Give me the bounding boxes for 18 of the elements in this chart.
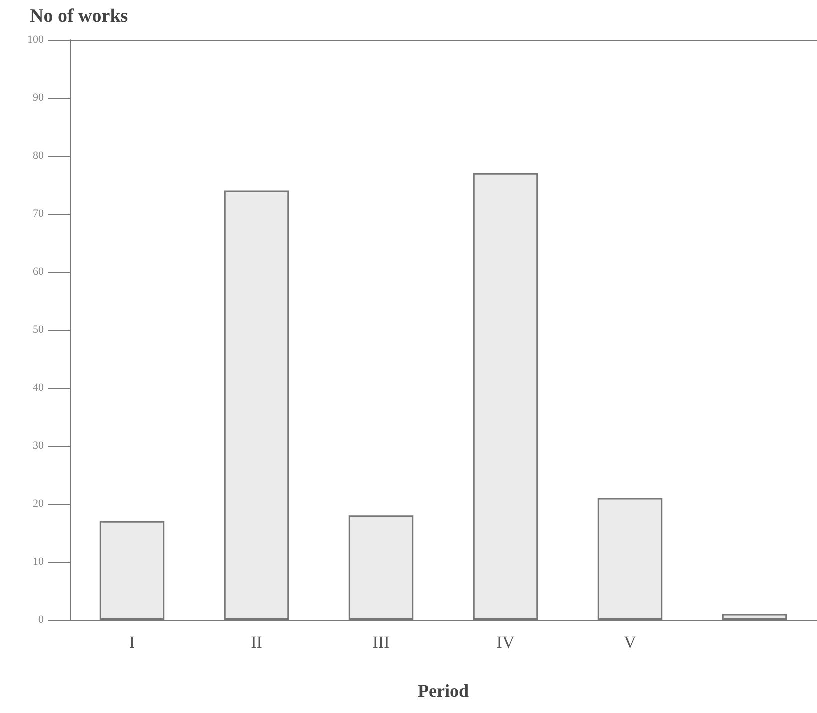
y-tick-label: 20: [33, 498, 44, 510]
y-tick-label: 30: [33, 440, 44, 452]
x-tick-label: II: [251, 633, 263, 652]
x-axis-title: Period: [418, 681, 469, 701]
y-tick-label: 50: [33, 324, 44, 336]
y-tick-label: 90: [33, 92, 44, 104]
x-tick-label: I: [129, 633, 136, 652]
x-tick-label: V: [624, 633, 638, 652]
x-tick-label: IV: [496, 633, 516, 652]
y-tick-label: 10: [33, 556, 44, 568]
y-axis-title: No of works: [30, 6, 128, 27]
y-tick-label: 0: [38, 614, 44, 626]
y-tick-label: 60: [33, 266, 44, 278]
y-tick-label: 70: [33, 208, 44, 220]
y-tick-label: 100: [28, 34, 44, 46]
y-tick-label: 40: [33, 382, 44, 394]
x-tick-label: III: [372, 633, 390, 652]
y-tick-label: 80: [33, 150, 44, 162]
